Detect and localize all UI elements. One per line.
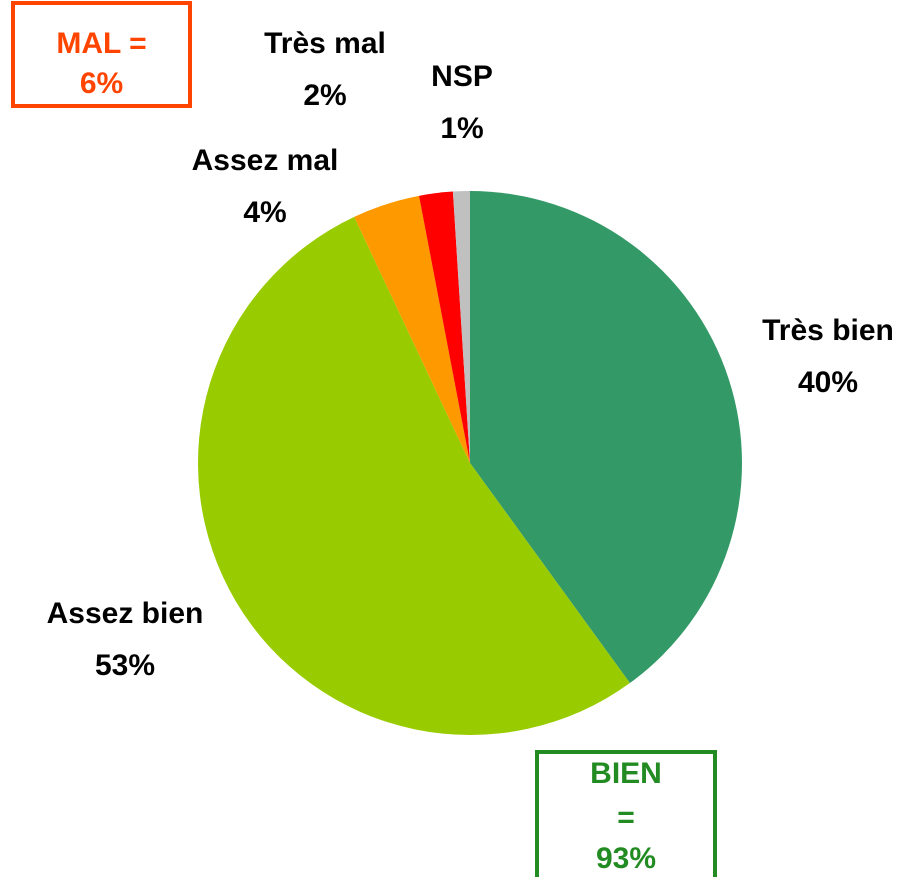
slice-label: NSP (431, 60, 493, 93)
slice-value: 4% (243, 196, 286, 229)
annotation-text: 93% (596, 842, 656, 875)
slice-label: Très bien (762, 314, 894, 347)
slice-label: Très mal (264, 27, 386, 60)
annotation-text: BIEN (590, 757, 662, 790)
pie-slice (354, 195, 470, 463)
annotation-box (11, 1, 192, 108)
pie-slice (197, 216, 630, 736)
slice-value: 1% (440, 112, 483, 145)
pie-slice (470, 191, 742, 684)
slice-value: 2% (303, 79, 346, 112)
annotation-text: 6% (80, 67, 123, 100)
slice-value: 40% (798, 366, 858, 399)
slice-label: Assez bien (47, 597, 204, 630)
slice-value: 53% (95, 649, 155, 682)
pie-slice (419, 191, 470, 463)
annotation-text: MAL = (56, 27, 146, 60)
pie-slice (452, 191, 470, 463)
annotation-box (535, 750, 717, 877)
annotation-text: = (617, 801, 635, 834)
slice-label: Assez mal (192, 144, 339, 177)
